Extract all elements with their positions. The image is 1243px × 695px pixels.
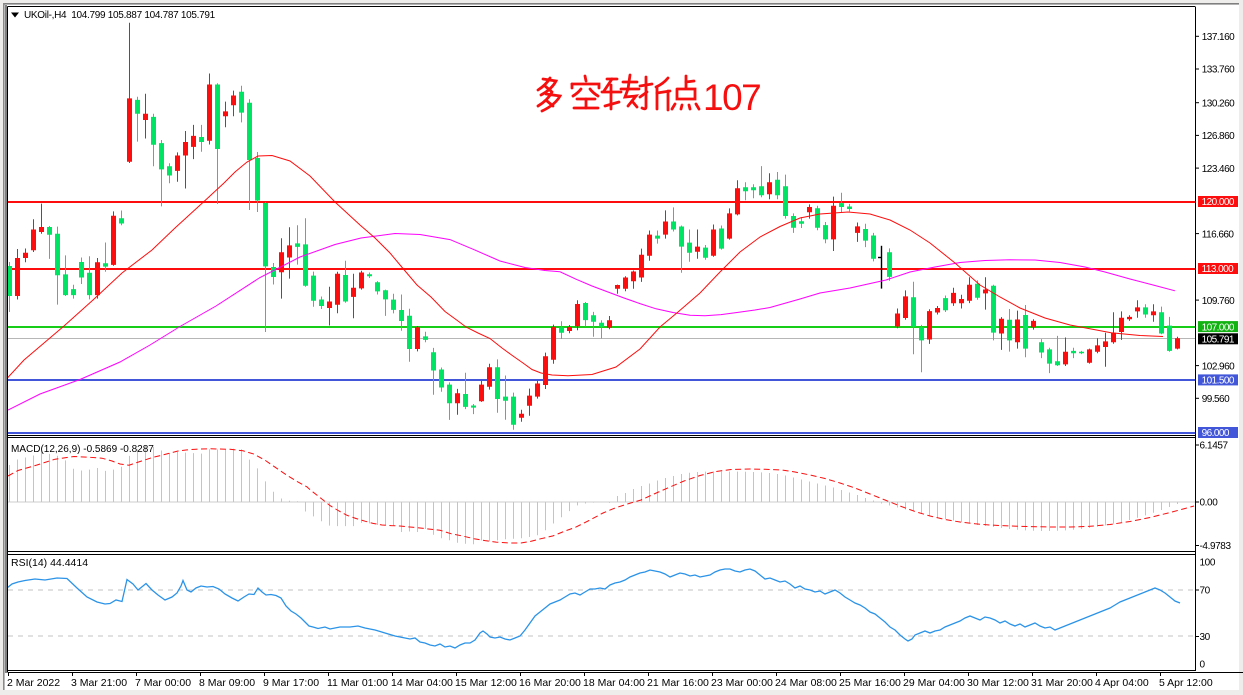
svg-text:137.160: 137.160 — [1202, 32, 1235, 43]
svg-text:RSI(14) 44.4414: RSI(14) 44.4414 — [11, 557, 88, 569]
svg-text:30 Mar 12:00: 30 Mar 12:00 — [967, 677, 1029, 689]
svg-text:100: 100 — [1200, 558, 1216, 569]
svg-text:16 Mar 20:00: 16 Mar 20:00 — [519, 677, 581, 689]
svg-text:15 Mar 12:00: 15 Mar 12:00 — [455, 677, 517, 689]
svg-text:120.000: 120.000 — [1202, 197, 1235, 208]
svg-text:105.791: 105.791 — [1202, 335, 1235, 346]
svg-text:8 Mar 09:00: 8 Mar 09:00 — [199, 677, 255, 689]
svg-text:24 Mar 08:00: 24 Mar 08:00 — [775, 677, 837, 689]
svg-text:30: 30 — [1200, 632, 1211, 643]
svg-text:6.1457: 6.1457 — [1200, 441, 1229, 452]
svg-text:101.500: 101.500 — [1202, 376, 1235, 387]
svg-text:0.00: 0.00 — [1200, 498, 1219, 509]
svg-text:0: 0 — [1200, 660, 1206, 671]
svg-text:21 Mar 16:00: 21 Mar 16:00 — [647, 677, 709, 689]
svg-text:25 Mar 16:00: 25 Mar 16:00 — [839, 677, 901, 689]
svg-text:123.460: 123.460 — [1202, 164, 1235, 175]
svg-text:96.000: 96.000 — [1202, 428, 1230, 439]
svg-text:-4.9783: -4.9783 — [1200, 541, 1232, 552]
svg-text:133.760: 133.760 — [1202, 65, 1235, 76]
svg-text:11 Mar 01:00: 11 Mar 01:00 — [327, 677, 388, 689]
svg-text:107.000: 107.000 — [1202, 322, 1235, 333]
svg-text:70: 70 — [1200, 586, 1211, 597]
svg-text:29 Mar 04:00: 29 Mar 04:00 — [903, 677, 965, 689]
svg-text:130.260: 130.260 — [1202, 98, 1235, 109]
svg-text:113.000: 113.000 — [1202, 264, 1235, 275]
svg-text:107: 107 — [703, 77, 760, 118]
svg-text:14 Mar 04:00: 14 Mar 04:00 — [391, 677, 453, 689]
svg-text:109.760: 109.760 — [1202, 296, 1235, 307]
svg-text:3 Mar 21:00: 3 Mar 21:00 — [71, 677, 127, 689]
svg-text:MACD(12,26,9) -0.5869 -0.8287: MACD(12,26,9) -0.5869 -0.8287 — [11, 444, 154, 455]
svg-text:126.860: 126.860 — [1202, 131, 1235, 142]
svg-text:4 Apr 04:00: 4 Apr 04:00 — [1095, 677, 1149, 689]
svg-text:7 Mar 00:00: 7 Mar 00:00 — [135, 677, 191, 689]
svg-text:102.960: 102.960 — [1202, 361, 1235, 372]
svg-text:18 Mar 04:00: 18 Mar 04:00 — [583, 677, 645, 689]
svg-text:23 Mar 00:00: 23 Mar 00:00 — [711, 677, 773, 689]
svg-text:UKOil-,H4 104.799 105.887 104: UKOil-,H4 104.799 105.887 104.787 105.79… — [24, 10, 216, 21]
svg-text:31 Mar 20:00: 31 Mar 20:00 — [1031, 677, 1093, 689]
svg-text:99.560: 99.560 — [1202, 394, 1230, 405]
svg-text:5 Apr 12:00: 5 Apr 12:00 — [1159, 677, 1213, 689]
svg-text:2 Mar 2022: 2 Mar 2022 — [7, 677, 60, 689]
svg-text:9 Mar 17:00: 9 Mar 17:00 — [263, 677, 319, 689]
svg-text:116.660: 116.660 — [1202, 229, 1235, 240]
